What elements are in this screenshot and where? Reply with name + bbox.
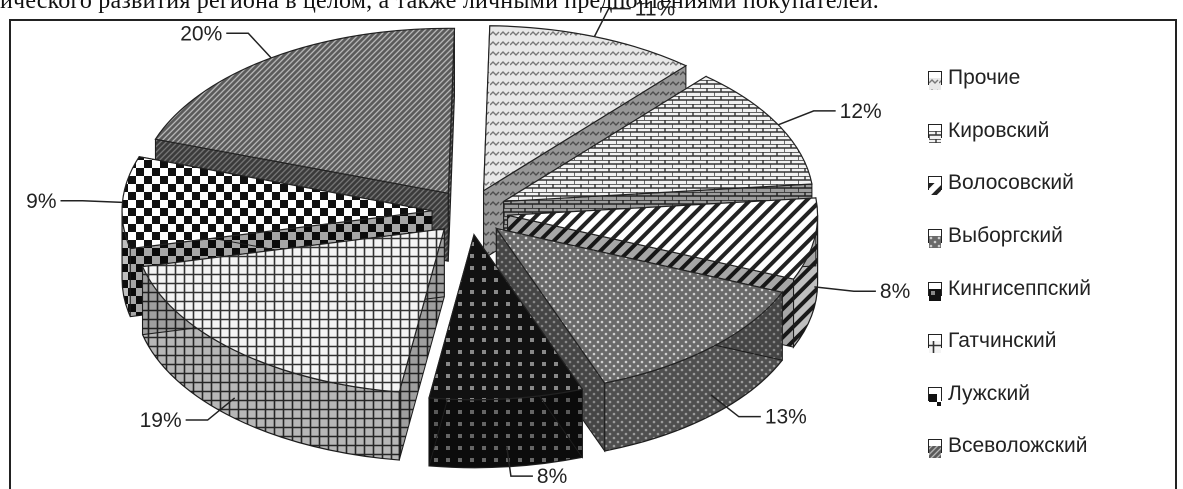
pie-slice-side-shade [142,266,400,461]
legend-swatch [928,439,942,459]
pie-slice-Выборгский [494,226,784,453]
legend-label: Кировский [948,118,1050,142]
pie-slice-top [482,25,688,192]
data-label-leader [710,394,761,418]
data-label: 20% [180,22,222,45]
legend-label: Всеволожский [948,434,1088,458]
legend-label: Кингисеппский [948,276,1092,300]
legend-item: Кировский [928,105,1091,158]
data-label: 8% [880,280,910,303]
pie-slice-top [507,197,819,280]
legend-swatch [928,386,942,406]
data-label: 9% [26,190,56,213]
data-label: 8% [537,465,567,483]
data-label-leader [226,32,272,59]
pie-slice-Кингисеппский [428,233,584,469]
legend-swatch [928,334,942,354]
data-label: 19% [140,409,182,432]
legend-item: Прочие [928,52,1091,105]
pie-slice-Гатчинский [141,228,446,461]
data-label-leader [814,286,876,292]
legend-label: Лужский [948,381,1030,405]
data-label-leader [505,446,533,477]
legend-item: Всеволожский [928,420,1091,473]
data-label: 11% [635,0,675,21]
legend-swatch [928,123,942,143]
pie-slice-top [503,75,813,203]
data-label: 12% [840,100,882,123]
legend-swatch [928,281,942,301]
document-caption-text: ического развития региона в целом, а так… [0,0,879,14]
legend-label: Прочие [948,66,1021,90]
pie-slice-top [154,27,456,195]
data-label-leader [185,397,236,421]
data-label: 13% [765,406,807,429]
pie-slice-top [494,227,784,384]
data-label-leader [593,7,631,37]
data-label-leader [60,200,123,204]
legend-swatch [928,176,942,196]
legend-item: Кингисеппский [928,262,1091,315]
legend-label: Гатчинский [948,329,1057,353]
legend-item: Выборгский [928,210,1091,263]
legend-label: Выборгский [948,224,1063,248]
legend-item: Гатчинский [928,315,1091,368]
legend-swatch [928,229,942,249]
pie-slice-top [141,228,446,393]
chart-frame [9,19,1177,489]
pie-slice-side-shade [122,210,131,317]
legend-swatch [928,71,942,91]
pie-slice-side-shade [429,389,583,468]
data-label-leader [777,110,836,126]
chart-legend: Прочие Кировский Волосовский Выборгский Кинг… [928,52,1091,473]
legend-item: Лужский [928,368,1091,421]
legend-item: Волосовский [928,157,1091,210]
pie-slice-top [428,233,584,401]
pie-slice-cut-shade [448,28,455,262]
legend-label: Волосовский [948,171,1074,195]
